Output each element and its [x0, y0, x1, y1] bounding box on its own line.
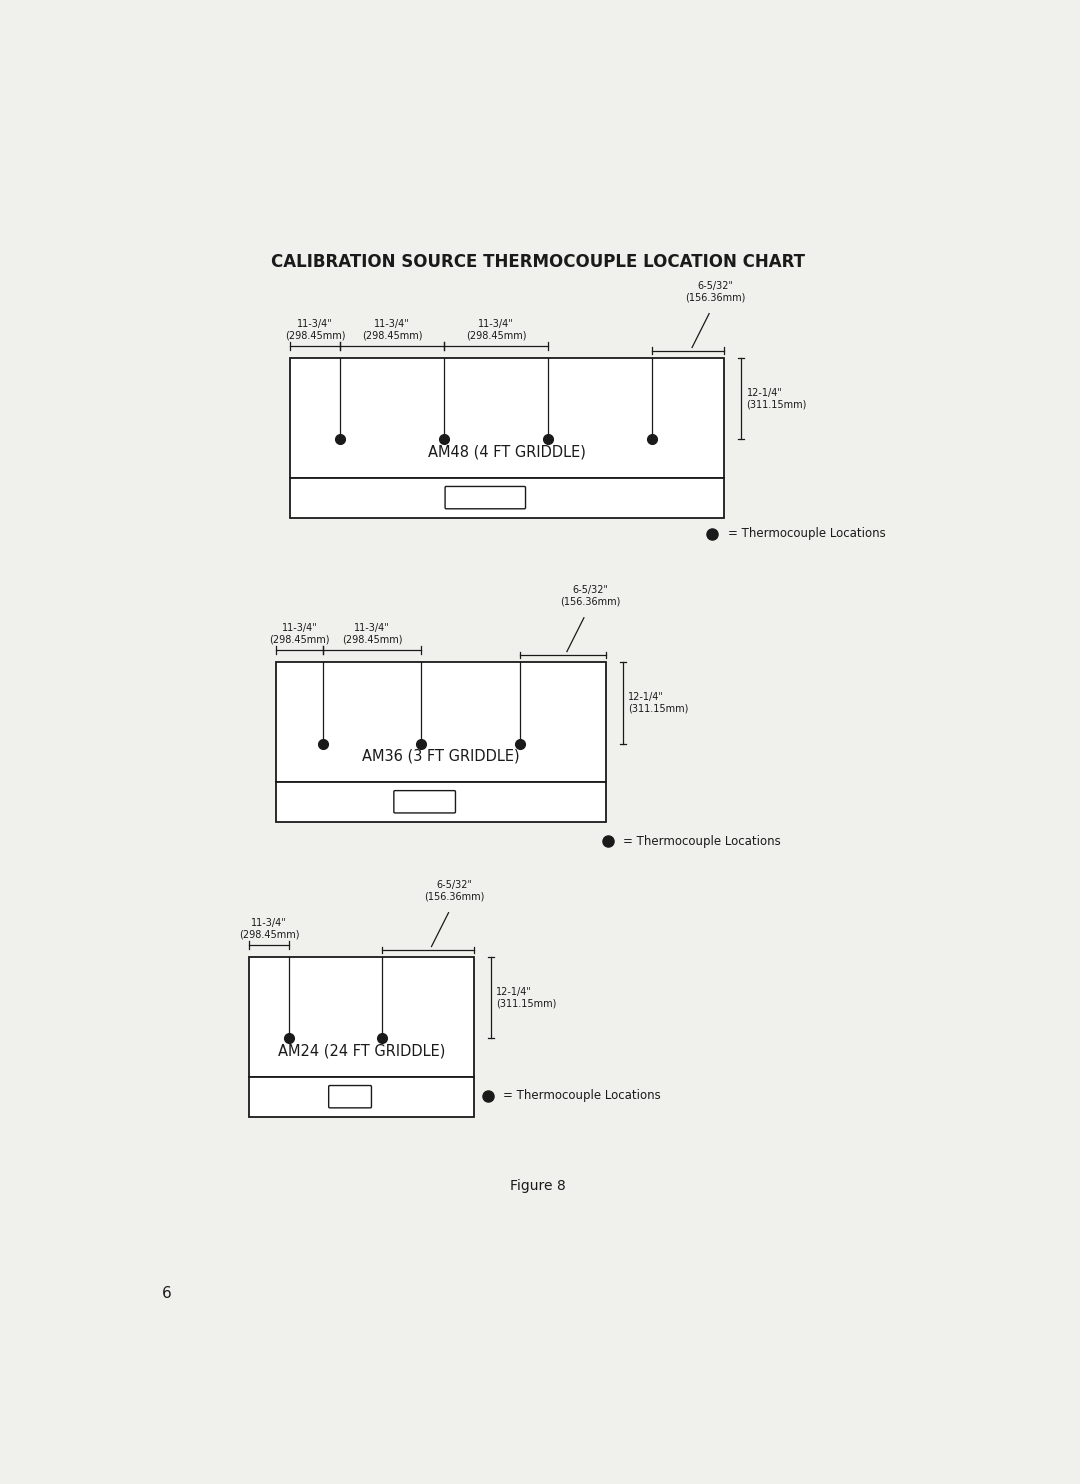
Text: 12-1/4"
(311.15mm): 12-1/4" (311.15mm) — [746, 387, 807, 410]
Text: 12-1/4"
(311.15mm): 12-1/4" (311.15mm) — [496, 987, 556, 1009]
Text: 11-3/4"
(298.45mm): 11-3/4" (298.45mm) — [239, 919, 299, 939]
Bar — [291, 358, 724, 478]
Bar — [276, 782, 606, 822]
Text: 12-1/4"
(311.15mm): 12-1/4" (311.15mm) — [629, 692, 689, 714]
Text: Figure 8: Figure 8 — [510, 1178, 566, 1193]
Text: 11-3/4"
(298.45mm): 11-3/4" (298.45mm) — [465, 319, 526, 340]
Text: = Thermocouple Locations: = Thermocouple Locations — [503, 1089, 661, 1103]
Text: 6-5/32"
(156.36mm): 6-5/32" (156.36mm) — [424, 880, 485, 902]
Text: 6-5/32"
(156.36mm): 6-5/32" (156.36mm) — [685, 282, 745, 303]
Text: 11-3/4"
(298.45mm): 11-3/4" (298.45mm) — [269, 623, 329, 644]
Text: AM36 (3 FT GRIDDLE): AM36 (3 FT GRIDDLE) — [362, 748, 519, 763]
Bar — [248, 1077, 474, 1116]
Bar — [291, 478, 724, 518]
Bar — [248, 957, 474, 1077]
Text: = Thermocouple Locations: = Thermocouple Locations — [623, 834, 781, 847]
FancyBboxPatch shape — [445, 487, 526, 509]
Text: = Thermocouple Locations: = Thermocouple Locations — [728, 527, 886, 540]
Bar — [276, 662, 606, 782]
Text: 11-3/4"
(298.45mm): 11-3/4" (298.45mm) — [341, 623, 402, 644]
Text: 6-5/32"
(156.36mm): 6-5/32" (156.36mm) — [559, 585, 620, 607]
Text: AM24 (24 FT GRIDDLE): AM24 (24 FT GRIDDLE) — [278, 1043, 445, 1058]
Text: AM48 (4 FT GRIDDLE): AM48 (4 FT GRIDDLE) — [428, 444, 586, 459]
Text: 11-3/4"
(298.45mm): 11-3/4" (298.45mm) — [285, 319, 346, 340]
Text: CALIBRATION SOURCE THERMOCOUPLE LOCATION CHART: CALIBRATION SOURCE THERMOCOUPLE LOCATION… — [271, 252, 805, 272]
Text: 11-3/4"
(298.45mm): 11-3/4" (298.45mm) — [362, 319, 422, 340]
FancyBboxPatch shape — [328, 1085, 372, 1109]
FancyBboxPatch shape — [394, 791, 456, 813]
Text: 6: 6 — [162, 1287, 172, 1301]
